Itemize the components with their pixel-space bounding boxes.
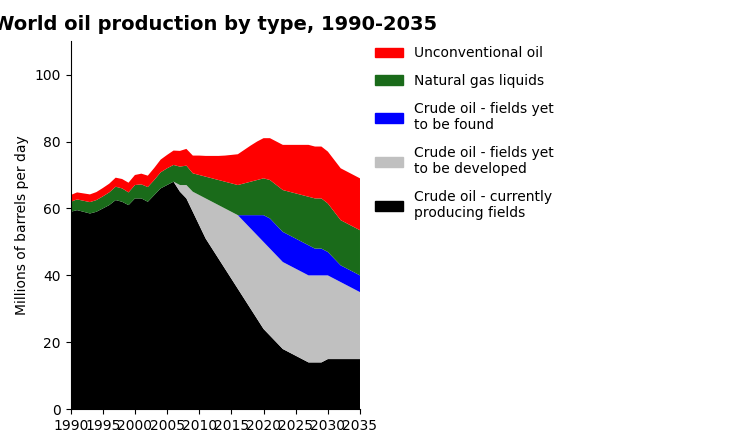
Legend: Unconventional oil, Natural gas liquids, Crude oil - fields yet
to be found, Cru: Unconventional oil, Natural gas liquids,… <box>370 41 560 226</box>
Y-axis label: Millions of barrels per day: Millions of barrels per day <box>15 135 29 315</box>
Title: World oil production by type, 1990-2035: World oil production by type, 1990-2035 <box>0 15 437 34</box>
